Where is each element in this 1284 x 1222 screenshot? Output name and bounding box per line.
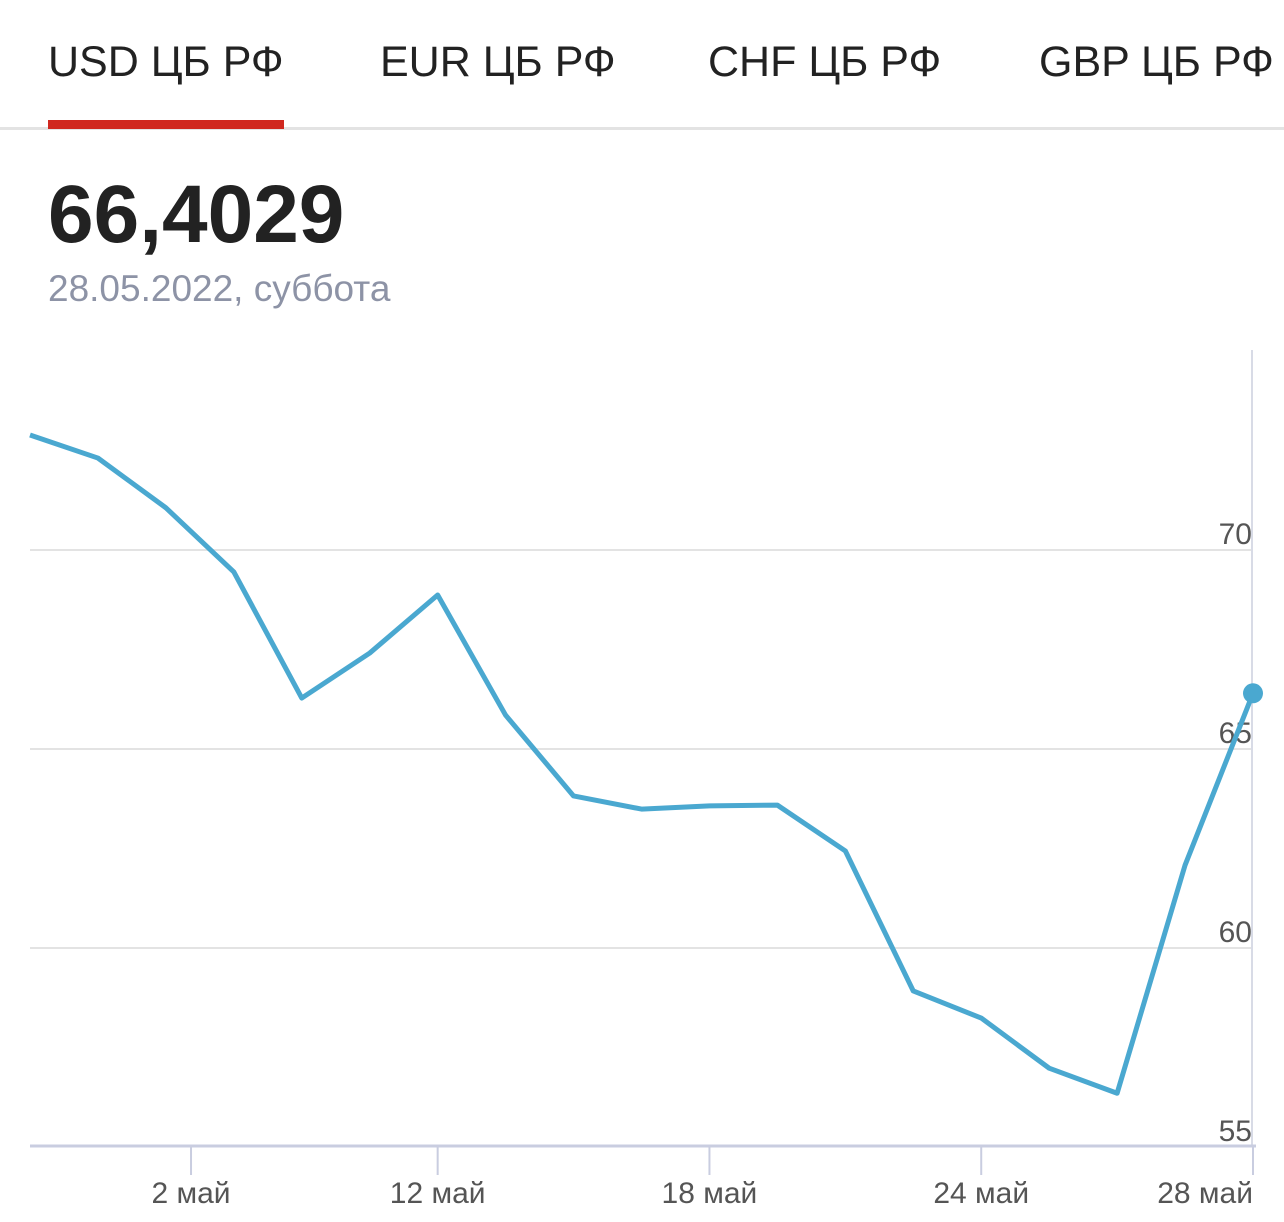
y-tick-label: 70 bbox=[1219, 518, 1252, 551]
y-tick-label: 55 bbox=[1219, 1115, 1252, 1148]
rate-line bbox=[29, 432, 1256, 1096]
rate-date: 28.05.2022, суббота bbox=[48, 268, 391, 309]
tab-gbp[interactable]: GBP ЦБ РФ bbox=[1039, 38, 1274, 86]
tab-chf[interactable]: CHF ЦБ РФ bbox=[708, 38, 942, 86]
currency-tabs: USD ЦБ РФ EUR ЦБ РФ CHF ЦБ РФ GBP ЦБ РФ bbox=[0, 0, 1284, 130]
tab-eur[interactable]: EUR ЦБ РФ bbox=[380, 38, 616, 86]
data-point bbox=[1243, 683, 1263, 704]
x-tick-label: 28 май bbox=[1157, 1177, 1253, 1210]
tab-usd[interactable]: USD ЦБ РФ bbox=[48, 38, 284, 129]
x-tick-label: 24 май bbox=[933, 1177, 1029, 1210]
x-tick-label: 2 май bbox=[151, 1177, 230, 1210]
x-tick-label: 18 май bbox=[662, 1177, 758, 1210]
x-tick-label: 12 май bbox=[390, 1177, 486, 1210]
y-tick-label: 60 bbox=[1219, 916, 1252, 949]
current-rate: 66,4029 bbox=[48, 169, 345, 260]
